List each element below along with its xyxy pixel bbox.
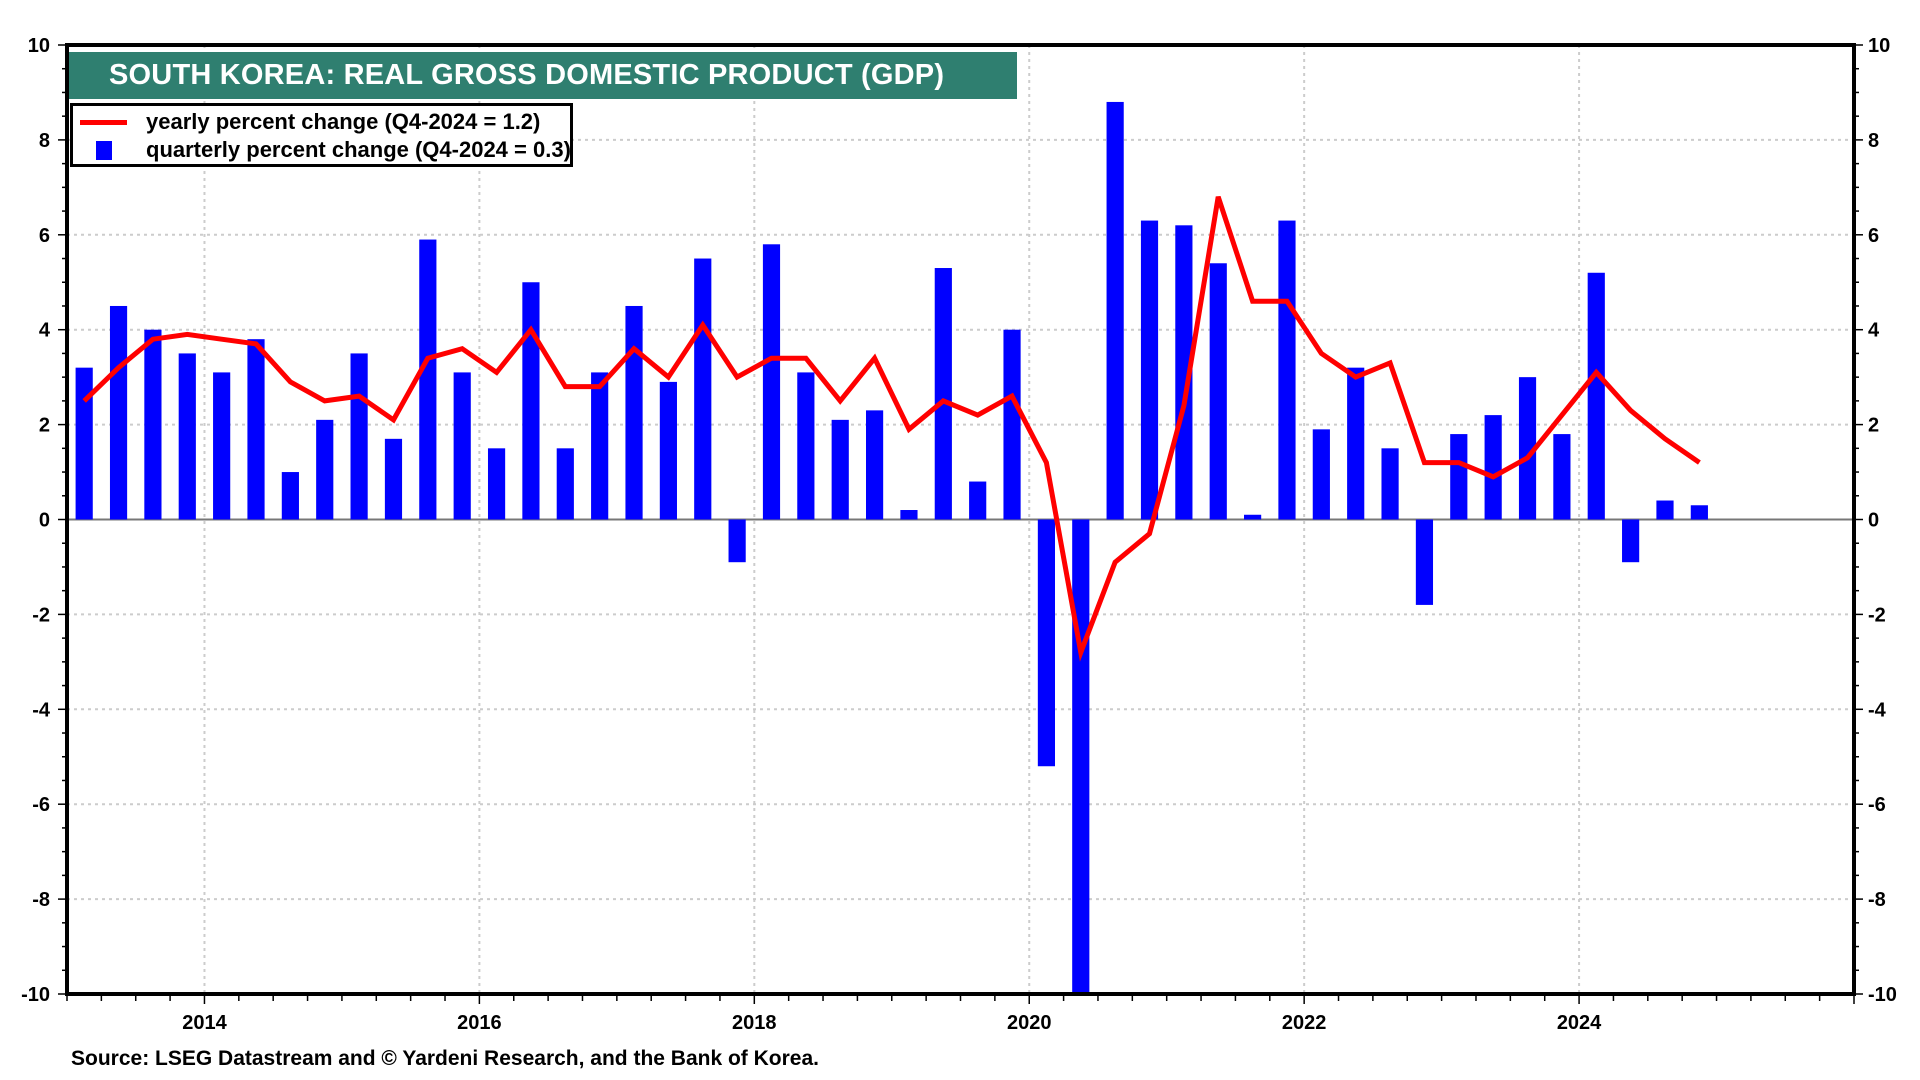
bar-series-quarterly: [75, 101, 1708, 994]
bar: [1656, 500, 1674, 520]
bar: [625, 305, 643, 520]
y-tick-label-right: 8: [1868, 130, 1879, 152]
y-tick-label-right: -8: [1868, 889, 1886, 911]
x-tick-label: 2020: [1007, 1012, 1052, 1034]
yearly-line: [82, 196, 1701, 662]
y-tick-labels-right: -10 -8 -6 -4 -2 0 2 4 6 8 10: [1868, 35, 1897, 1006]
y-tick-label-left: -10: [21, 984, 50, 1006]
bar: [1450, 434, 1468, 520]
axes: [58, 43, 1863, 1004]
x-tick-labels: 2014 2016 2018 2020 2022 2024: [182, 1012, 1602, 1034]
bar: [1518, 377, 1537, 520]
bar: [419, 239, 437, 520]
bar: [109, 305, 128, 520]
x-tick-label: 2024: [1557, 1012, 1602, 1034]
y-tick-label-left: 10: [28, 35, 50, 57]
bar: [1003, 329, 1021, 520]
legend: yearly percent change (Q4-2024 = 1.2) qu…: [70, 103, 573, 167]
bar: [556, 448, 574, 520]
bar: [1106, 101, 1124, 520]
y-tick-label-left: -6: [32, 794, 50, 816]
bar: [1622, 519, 1640, 563]
bar: [900, 510, 918, 520]
bar: [1347, 367, 1365, 520]
x-tick-label: 2018: [732, 1012, 777, 1034]
legend-line-swatch-icon: [80, 120, 127, 125]
bar: [969, 481, 987, 520]
line-series-yearly: [82, 196, 1701, 662]
bar: [1140, 220, 1159, 520]
chart-title: SOUTH KOREA: REAL GROSS DOMESTIC PRODUCT…: [69, 52, 1017, 99]
y-tick-label-left: 0: [39, 510, 50, 532]
x-tick-label: 2016: [457, 1012, 502, 1034]
bar: [728, 519, 746, 563]
bar: [487, 448, 506, 520]
bar: [831, 419, 849, 520]
legend-label-quarterly: quarterly percent change (Q4-2024 = 0.3): [146, 137, 571, 162]
bar: [453, 372, 471, 520]
bar: [75, 367, 93, 520]
bar: [350, 353, 368, 520]
x-tick-label: 2022: [1282, 1012, 1327, 1034]
bar: [213, 372, 231, 520]
y-tick-label-left: -2: [32, 604, 50, 626]
bar: [1072, 519, 1090, 994]
y-tick-label-left: 6: [39, 225, 50, 247]
bar: [247, 339, 265, 520]
bar: [1175, 225, 1193, 520]
y-tick-label-right: -4: [1868, 699, 1887, 721]
bar: [865, 410, 884, 520]
y-tick-label-right: 4: [1868, 320, 1880, 342]
bar: [1587, 272, 1605, 520]
bar: [522, 282, 540, 520]
bar: [1484, 415, 1502, 520]
y-tick-label-left: -8: [32, 889, 50, 911]
y-tick-label-right: 2: [1868, 415, 1879, 437]
bar: [797, 372, 815, 520]
bar: [591, 372, 609, 520]
y-tick-label-right: 0: [1868, 510, 1879, 532]
y-tick-label-right: 10: [1868, 35, 1890, 57]
bar: [281, 472, 299, 520]
bar: [1209, 263, 1227, 520]
y-tick-label-right: 6: [1868, 225, 1879, 247]
bar: [178, 353, 196, 520]
y-tick-label-right: -6: [1868, 794, 1886, 816]
bar: [1312, 429, 1330, 520]
bar: [694, 258, 712, 520]
y-tick-labels-left: -10 -8 -6 -4 -2 0 2 4 6 8 10: [21, 35, 51, 1006]
bar: [1278, 220, 1296, 520]
bar: [144, 329, 162, 520]
y-tick-label-right: -2: [1868, 604, 1886, 626]
bar: [1381, 448, 1399, 520]
bar: [1553, 434, 1571, 520]
bar: [1244, 514, 1262, 520]
y-tick-label-left: 2: [39, 415, 50, 437]
bar: [1415, 519, 1434, 605]
bar: [934, 268, 952, 520]
y-tick-label-left: 8: [39, 130, 50, 152]
bar: [659, 381, 677, 520]
bar: [316, 419, 334, 520]
legend-label-yearly: yearly percent change (Q4-2024 = 1.2): [146, 109, 541, 134]
y-tick-label-left: -4: [32, 699, 51, 721]
bar: [384, 438, 403, 520]
bar: [1037, 519, 1056, 767]
legend-bar-swatch-icon: [96, 141, 112, 160]
y-tick-label-left: 4: [39, 320, 51, 342]
source-note: Source: LSEG Datastream and © Yardeni Re…: [71, 1047, 819, 1070]
x-tick-label: 2014: [182, 1012, 227, 1034]
y-tick-label-right: -10: [1868, 984, 1897, 1006]
bar: [1690, 505, 1708, 520]
bar: [762, 244, 781, 520]
